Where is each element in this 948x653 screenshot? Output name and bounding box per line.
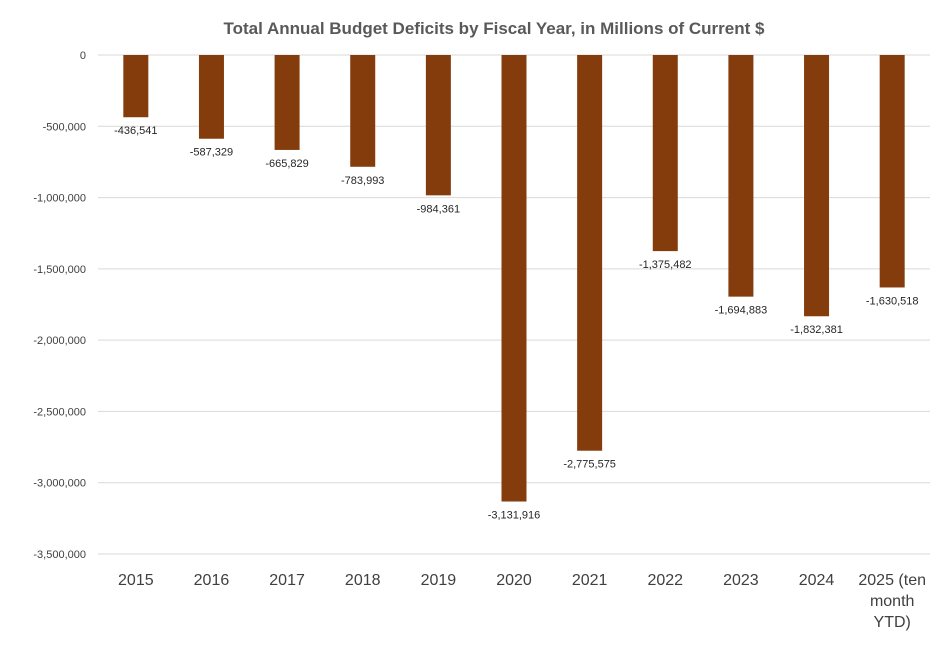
- bar-2025: [879, 55, 905, 288]
- bar-2017: [274, 55, 300, 150]
- data-label: -1,375,482: [639, 259, 692, 271]
- x-axis-tick-labels: 2015 2016 2017 2018 2019 2020 2021 2022 2023 2024…: [118, 572, 926, 631]
- x-tick-label: 2019: [421, 572, 457, 589]
- y-tick-label: 0: [80, 50, 86, 62]
- data-label: -587,329: [190, 147, 233, 159]
- data-label: -1,832,381: [790, 324, 843, 336]
- y-tick-label: -3,500,000: [33, 549, 86, 561]
- x-tick-label: 2024: [799, 572, 835, 589]
- data-label: -1,694,883: [715, 305, 768, 317]
- x-tick-label: 2017: [269, 572, 305, 589]
- data-label: -665,829: [265, 158, 308, 170]
- data-label: -2,775,575: [563, 459, 616, 471]
- x-tick-label-line: 2019: [421, 572, 457, 589]
- x-tick-label-line: 2024: [799, 572, 835, 589]
- y-axis-tick-labels: 0 -500,000 -1,000,000 -1,500,000 -2,000,000 -…: [33, 50, 86, 561]
- x-tick-label-line: 2021: [572, 572, 608, 589]
- bar-2021: [577, 55, 603, 451]
- bar-2016: [198, 55, 224, 139]
- y-tick-label: -500,000: [43, 121, 86, 133]
- x-tick-label: 2015: [118, 572, 154, 589]
- x-tick-label-line: 2017: [269, 572, 305, 589]
- bar-2023: [728, 55, 754, 297]
- y-tick-label: -2,500,000: [33, 406, 86, 418]
- x-tick-label: 2016: [194, 572, 230, 589]
- x-tick-label-line: 2015: [118, 572, 154, 589]
- x-tick-label-line: 2018: [345, 572, 381, 589]
- data-labels: -436,541 -587,329 -665,829 -783,993 -984,361…: [114, 125, 918, 521]
- data-label: -783,993: [341, 175, 384, 187]
- bar-2020: [501, 55, 527, 502]
- y-tick-label: -1,500,000: [33, 264, 86, 276]
- x-tick-label: 2025 (ten month YTD): [858, 572, 926, 631]
- bar-2015: [123, 55, 149, 118]
- y-tick-label: -3,000,000: [33, 478, 86, 490]
- x-tick-label: 2018: [345, 572, 381, 589]
- x-tick-label: 2020: [496, 572, 532, 589]
- x-tick-label: 2021: [572, 572, 608, 589]
- bar-2018: [350, 55, 376, 167]
- x-tick-label-line: 2025 (ten: [858, 572, 926, 589]
- data-label: -1,630,518: [866, 295, 919, 307]
- x-tick-label-line: YTD): [874, 614, 911, 631]
- data-label: -436,541: [114, 125, 157, 137]
- x-tick-label-line: month: [870, 593, 914, 610]
- bar-2019: [425, 55, 451, 196]
- x-tick-label: 2022: [647, 572, 683, 589]
- x-tick-label: 2023: [723, 572, 759, 589]
- x-tick-label-line: 2016: [194, 572, 230, 589]
- x-tick-label-line: 2020: [496, 572, 532, 589]
- y-tick-label: -1,000,000: [33, 193, 86, 205]
- bar-2022: [652, 55, 678, 252]
- x-tick-label-line: 2023: [723, 572, 759, 589]
- bars: [123, 55, 905, 502]
- data-label: -3,131,916: [488, 510, 541, 522]
- y-tick-label: -2,000,000: [33, 335, 86, 347]
- bar-2024: [804, 55, 830, 317]
- chart-title: Total Annual Budget Deficits by Fiscal Y…: [224, 19, 765, 38]
- data-label: -984,361: [417, 203, 460, 215]
- x-tick-label-line: 2022: [647, 572, 683, 589]
